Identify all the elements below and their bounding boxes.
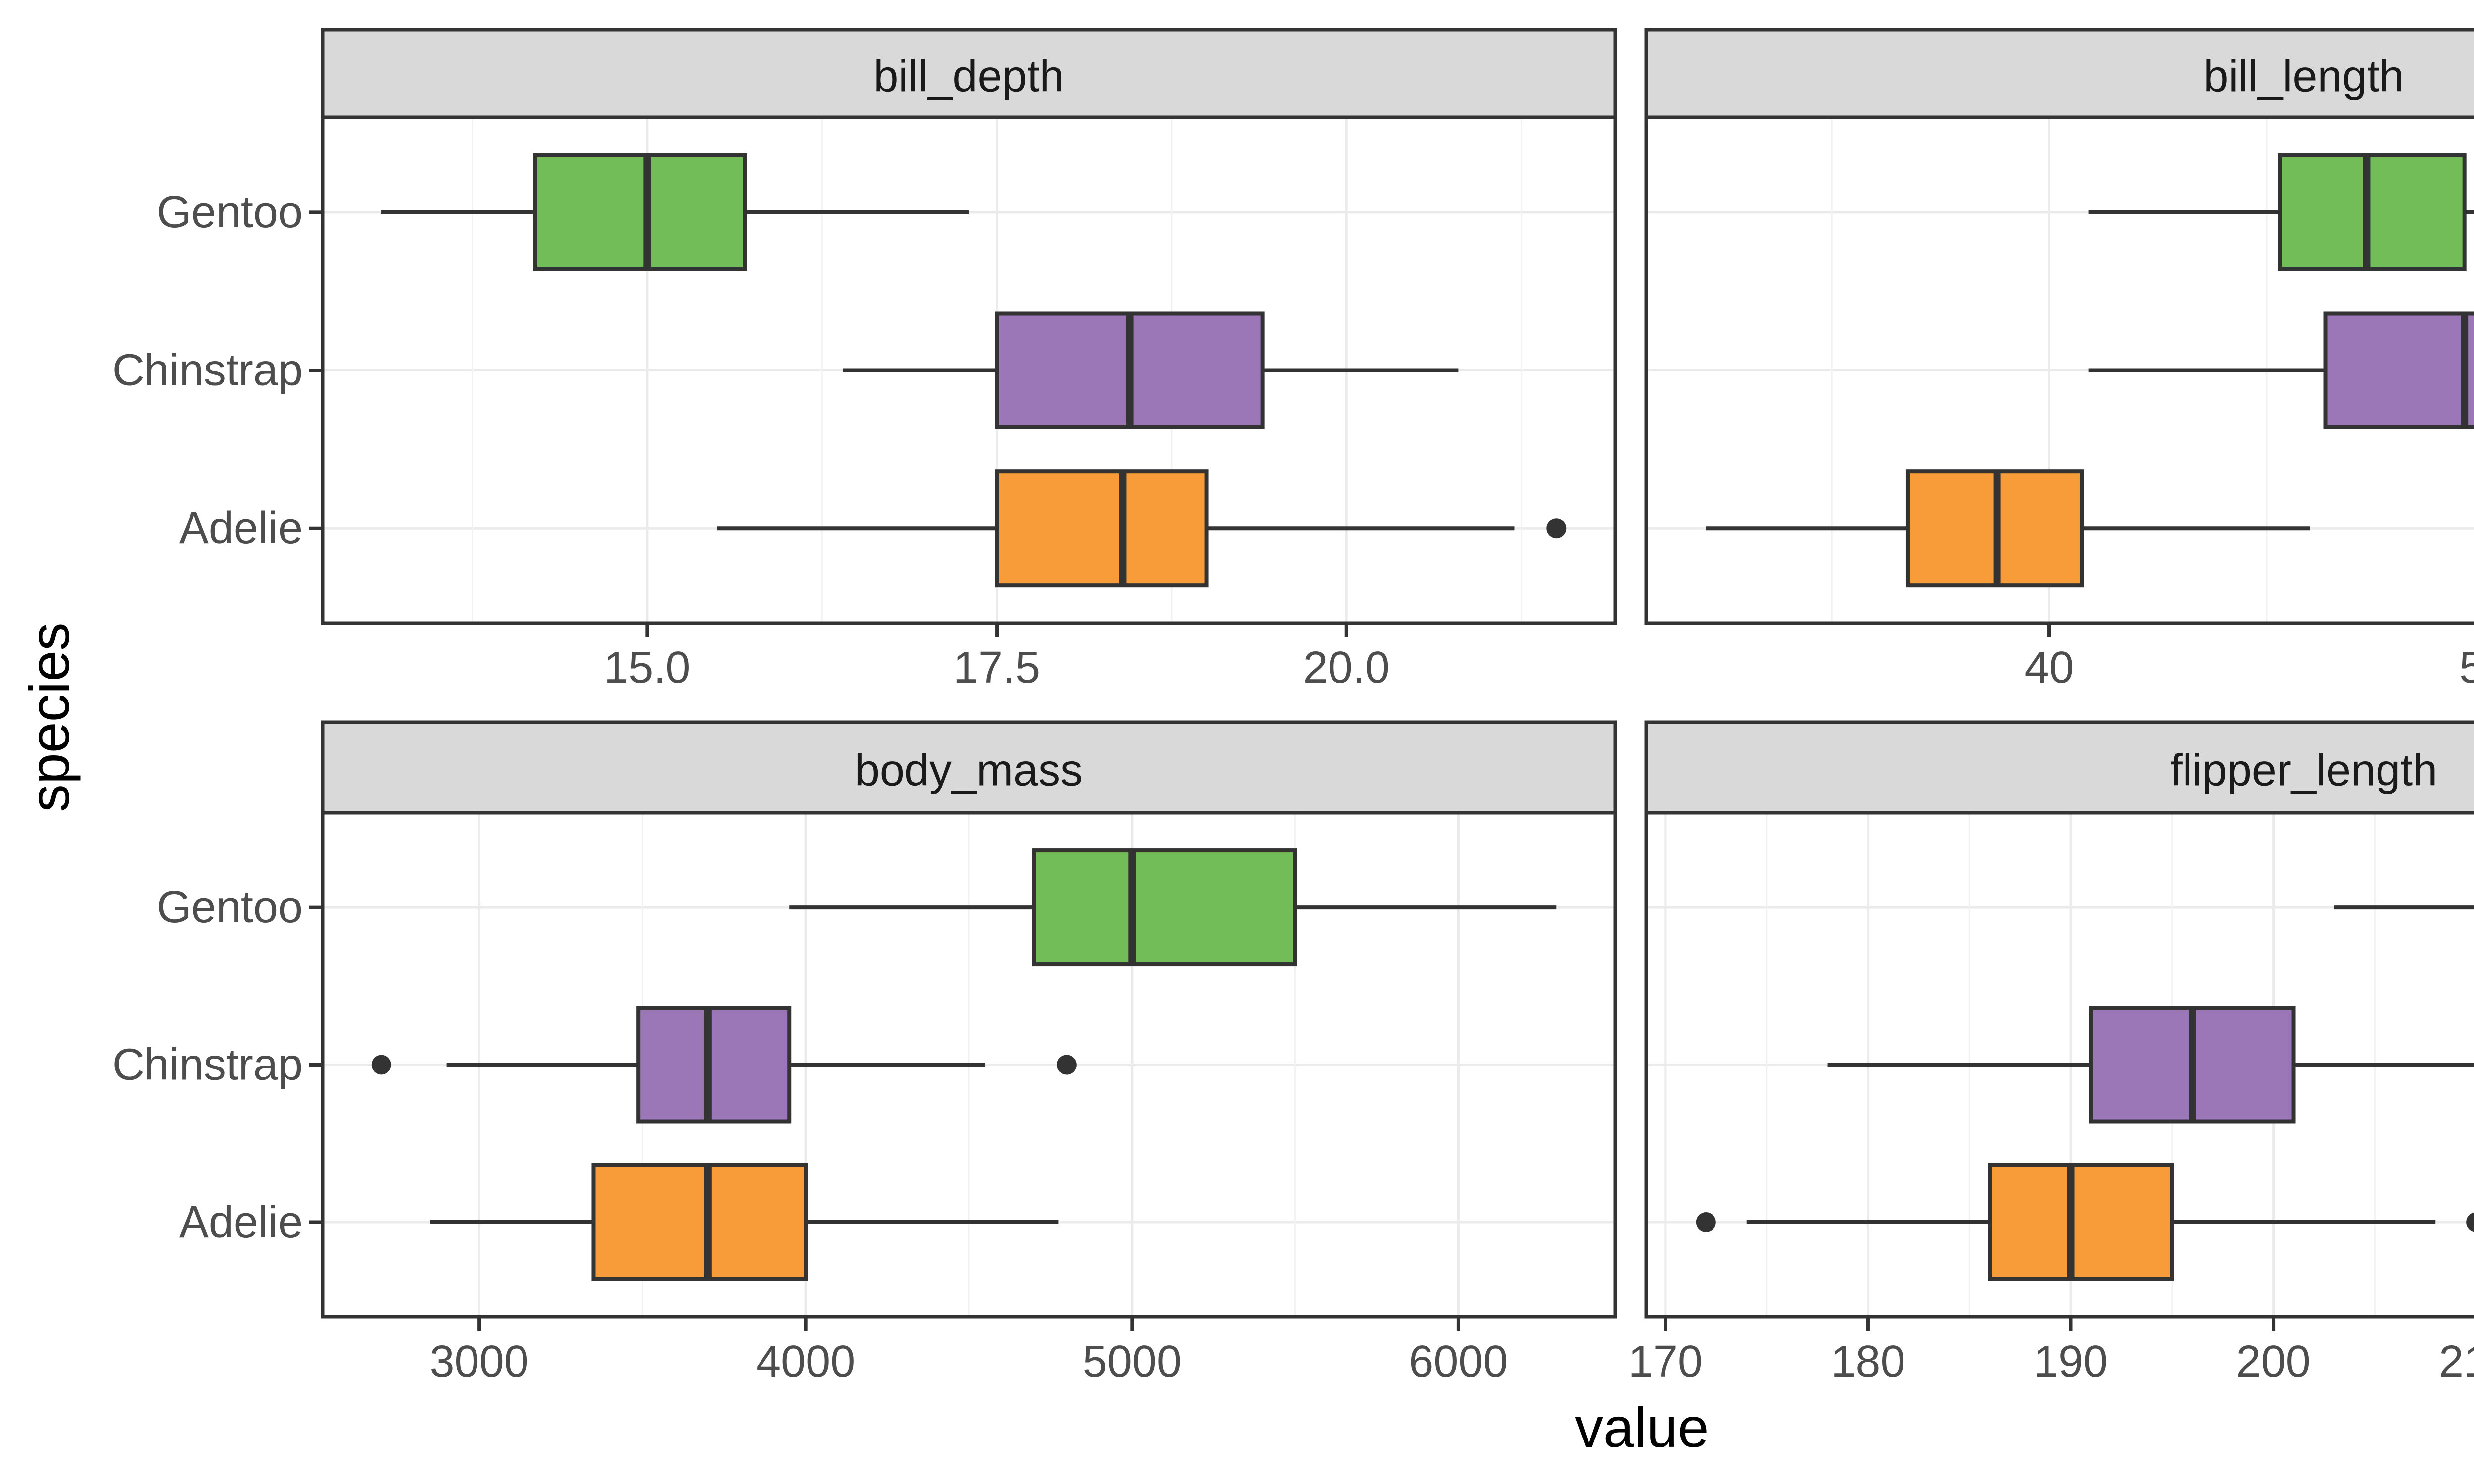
y-tick-label-Gentoo: Gentoo xyxy=(157,187,303,237)
y-tick-label-Adelie: Adelie xyxy=(179,504,303,553)
y-tick-label-Adelie: Adelie xyxy=(179,1198,303,1247)
x-tick-label-flipper_length: 180 xyxy=(1831,1337,1905,1387)
box-bill_depth-Adelie xyxy=(995,469,1209,588)
outlier-body_mass-Chinstrap xyxy=(371,1055,391,1075)
y-axis-title: species xyxy=(18,622,81,812)
x-tick-label-bill_depth: 17.5 xyxy=(953,643,1040,693)
x-tick-label-body_mass: 5000 xyxy=(1083,1337,1182,1387)
x-tick-label-flipper_length: 210 xyxy=(2439,1337,2474,1387)
facet-strip-label-flipper_length: flipper_length xyxy=(2170,746,2437,795)
facet-strip-label-bill_depth: bill_depth xyxy=(873,52,1064,101)
x-tick-label-bill_depth: 15.0 xyxy=(604,643,690,693)
outlier-bill_depth-Adelie xyxy=(1546,518,1567,539)
x-tick-label-flipper_length: 190 xyxy=(2034,1337,2108,1387)
facet-strip-flipper_length xyxy=(1644,720,2474,815)
facet-strip-label-body_mass: body_mass xyxy=(855,746,1083,795)
y-tick-label-Gentoo: Gentoo xyxy=(157,882,303,932)
x-tick-label-body_mass: 3000 xyxy=(429,1337,528,1387)
facet-strip-bill_length xyxy=(1644,28,2474,119)
facet-strip-bill_depth xyxy=(321,28,1617,119)
box-bill_length-Gentoo xyxy=(2278,153,2467,271)
box-body_mass-Gentoo xyxy=(1032,848,1297,967)
outlier-body_mass-Chinstrap xyxy=(1056,1055,1077,1075)
facet-strip-label-bill_length: bill_length xyxy=(2203,52,2404,101)
x-axis-title: value xyxy=(1575,1396,1709,1459)
x-tick-label-bill_length: 40 xyxy=(2024,643,2074,693)
box-flipper_length-Adelie xyxy=(1988,1163,2174,1281)
x-tick-label-flipper_length: 170 xyxy=(1628,1337,1703,1387)
box-bill_length-Chinstrap xyxy=(2323,311,2474,429)
x-tick-label-body_mass: 4000 xyxy=(756,1337,855,1387)
box-bill_depth-Gentoo xyxy=(533,153,747,271)
x-tick-label-body_mass: 6000 xyxy=(1409,1337,1508,1387)
facet-strip-body_mass xyxy=(321,720,1617,815)
box-body_mass-Adelie xyxy=(591,1163,808,1281)
box-body_mass-Chinstrap xyxy=(636,1006,792,1124)
outlier-flipper_length-Adelie xyxy=(2466,1212,2474,1232)
y-tick-label-Chinstrap: Chinstrap xyxy=(112,346,303,395)
y-tick-label-Chinstrap: Chinstrap xyxy=(112,1040,303,1090)
x-tick-label-bill_length: 50 xyxy=(2459,643,2474,693)
x-tick-label-flipper_length: 200 xyxy=(2236,1337,2310,1387)
x-tick-label-bill_depth: 20.0 xyxy=(1303,643,1390,693)
outlier-flipper_length-Adelie xyxy=(1696,1212,1716,1232)
